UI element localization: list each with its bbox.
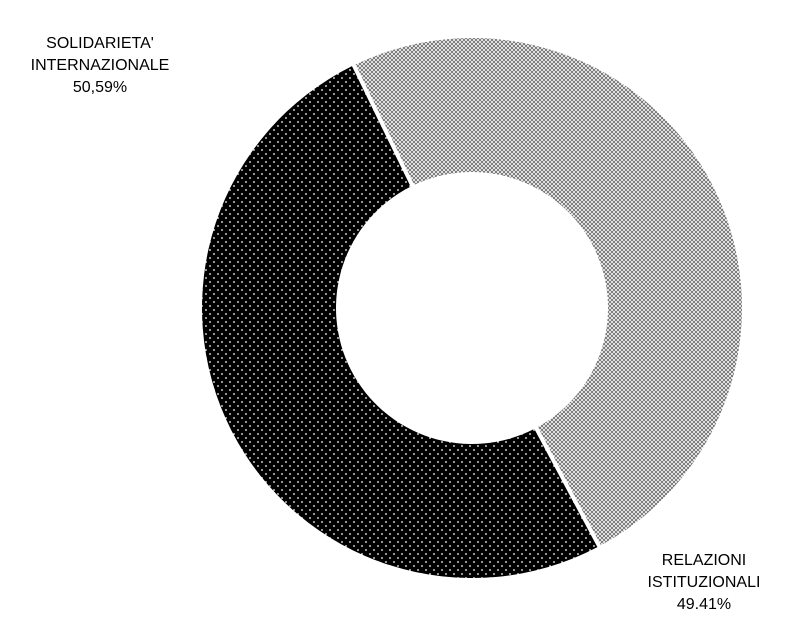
slice-value-label: 49.41% <box>676 596 732 613</box>
slice-value-label: 50,59% <box>72 79 128 96</box>
donut-slice-1 <box>355 38 742 546</box>
slice-label-line: ISTITUZIONALI <box>647 574 761 591</box>
donut-slice-0 <box>201 66 598 579</box>
slice-label-solidarieta-internazionale: SOLIDARIETA' INTERNAZIONALE 50,59% <box>0 33 200 99</box>
slice-label-line: RELAZIONI <box>661 552 747 569</box>
slice-label-line: SOLIDARIETA' <box>46 35 154 52</box>
slice-label-line: INTERNAZIONALE <box>30 57 170 74</box>
slice-label-relazioni-istituzionali: RELAZIONI ISTITUZIONALI 49.41% <box>614 550 789 616</box>
